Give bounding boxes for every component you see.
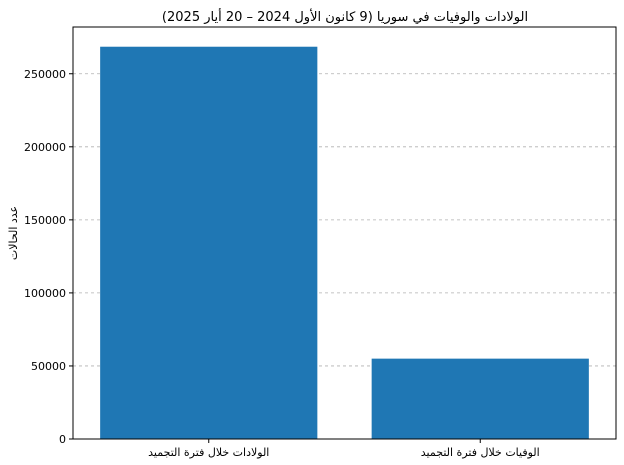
x-tick-label: الوفيات خلال فترة التجميد <box>421 446 540 459</box>
y-tick-label: 250000 <box>24 68 66 81</box>
bars <box>100 46 589 440</box>
y-tick-label: 0 <box>59 433 66 446</box>
x-ticks: الولادات خلال فترة التجميد الوفيات خلال ف… <box>148 439 540 459</box>
y-ticks: 0 50000 100000 150000 200000 250000 <box>24 68 73 446</box>
plot-frame <box>72 26 617 440</box>
bar <box>100 46 318 440</box>
y-tick-label: 150000 <box>24 214 66 227</box>
bar <box>371 358 589 439</box>
y-tick-label: 50000 <box>31 360 66 373</box>
x-tick-label: الولادات خلال فترة التجميد <box>148 446 269 459</box>
y-axis-label: عدد الحالات <box>7 206 20 260</box>
chart-title: الولادات والوفيات في سوريا (9 كانون الأو… <box>162 8 528 25</box>
y-tick-label: 200000 <box>24 141 66 154</box>
y-tick-label: 100000 <box>24 287 66 300</box>
